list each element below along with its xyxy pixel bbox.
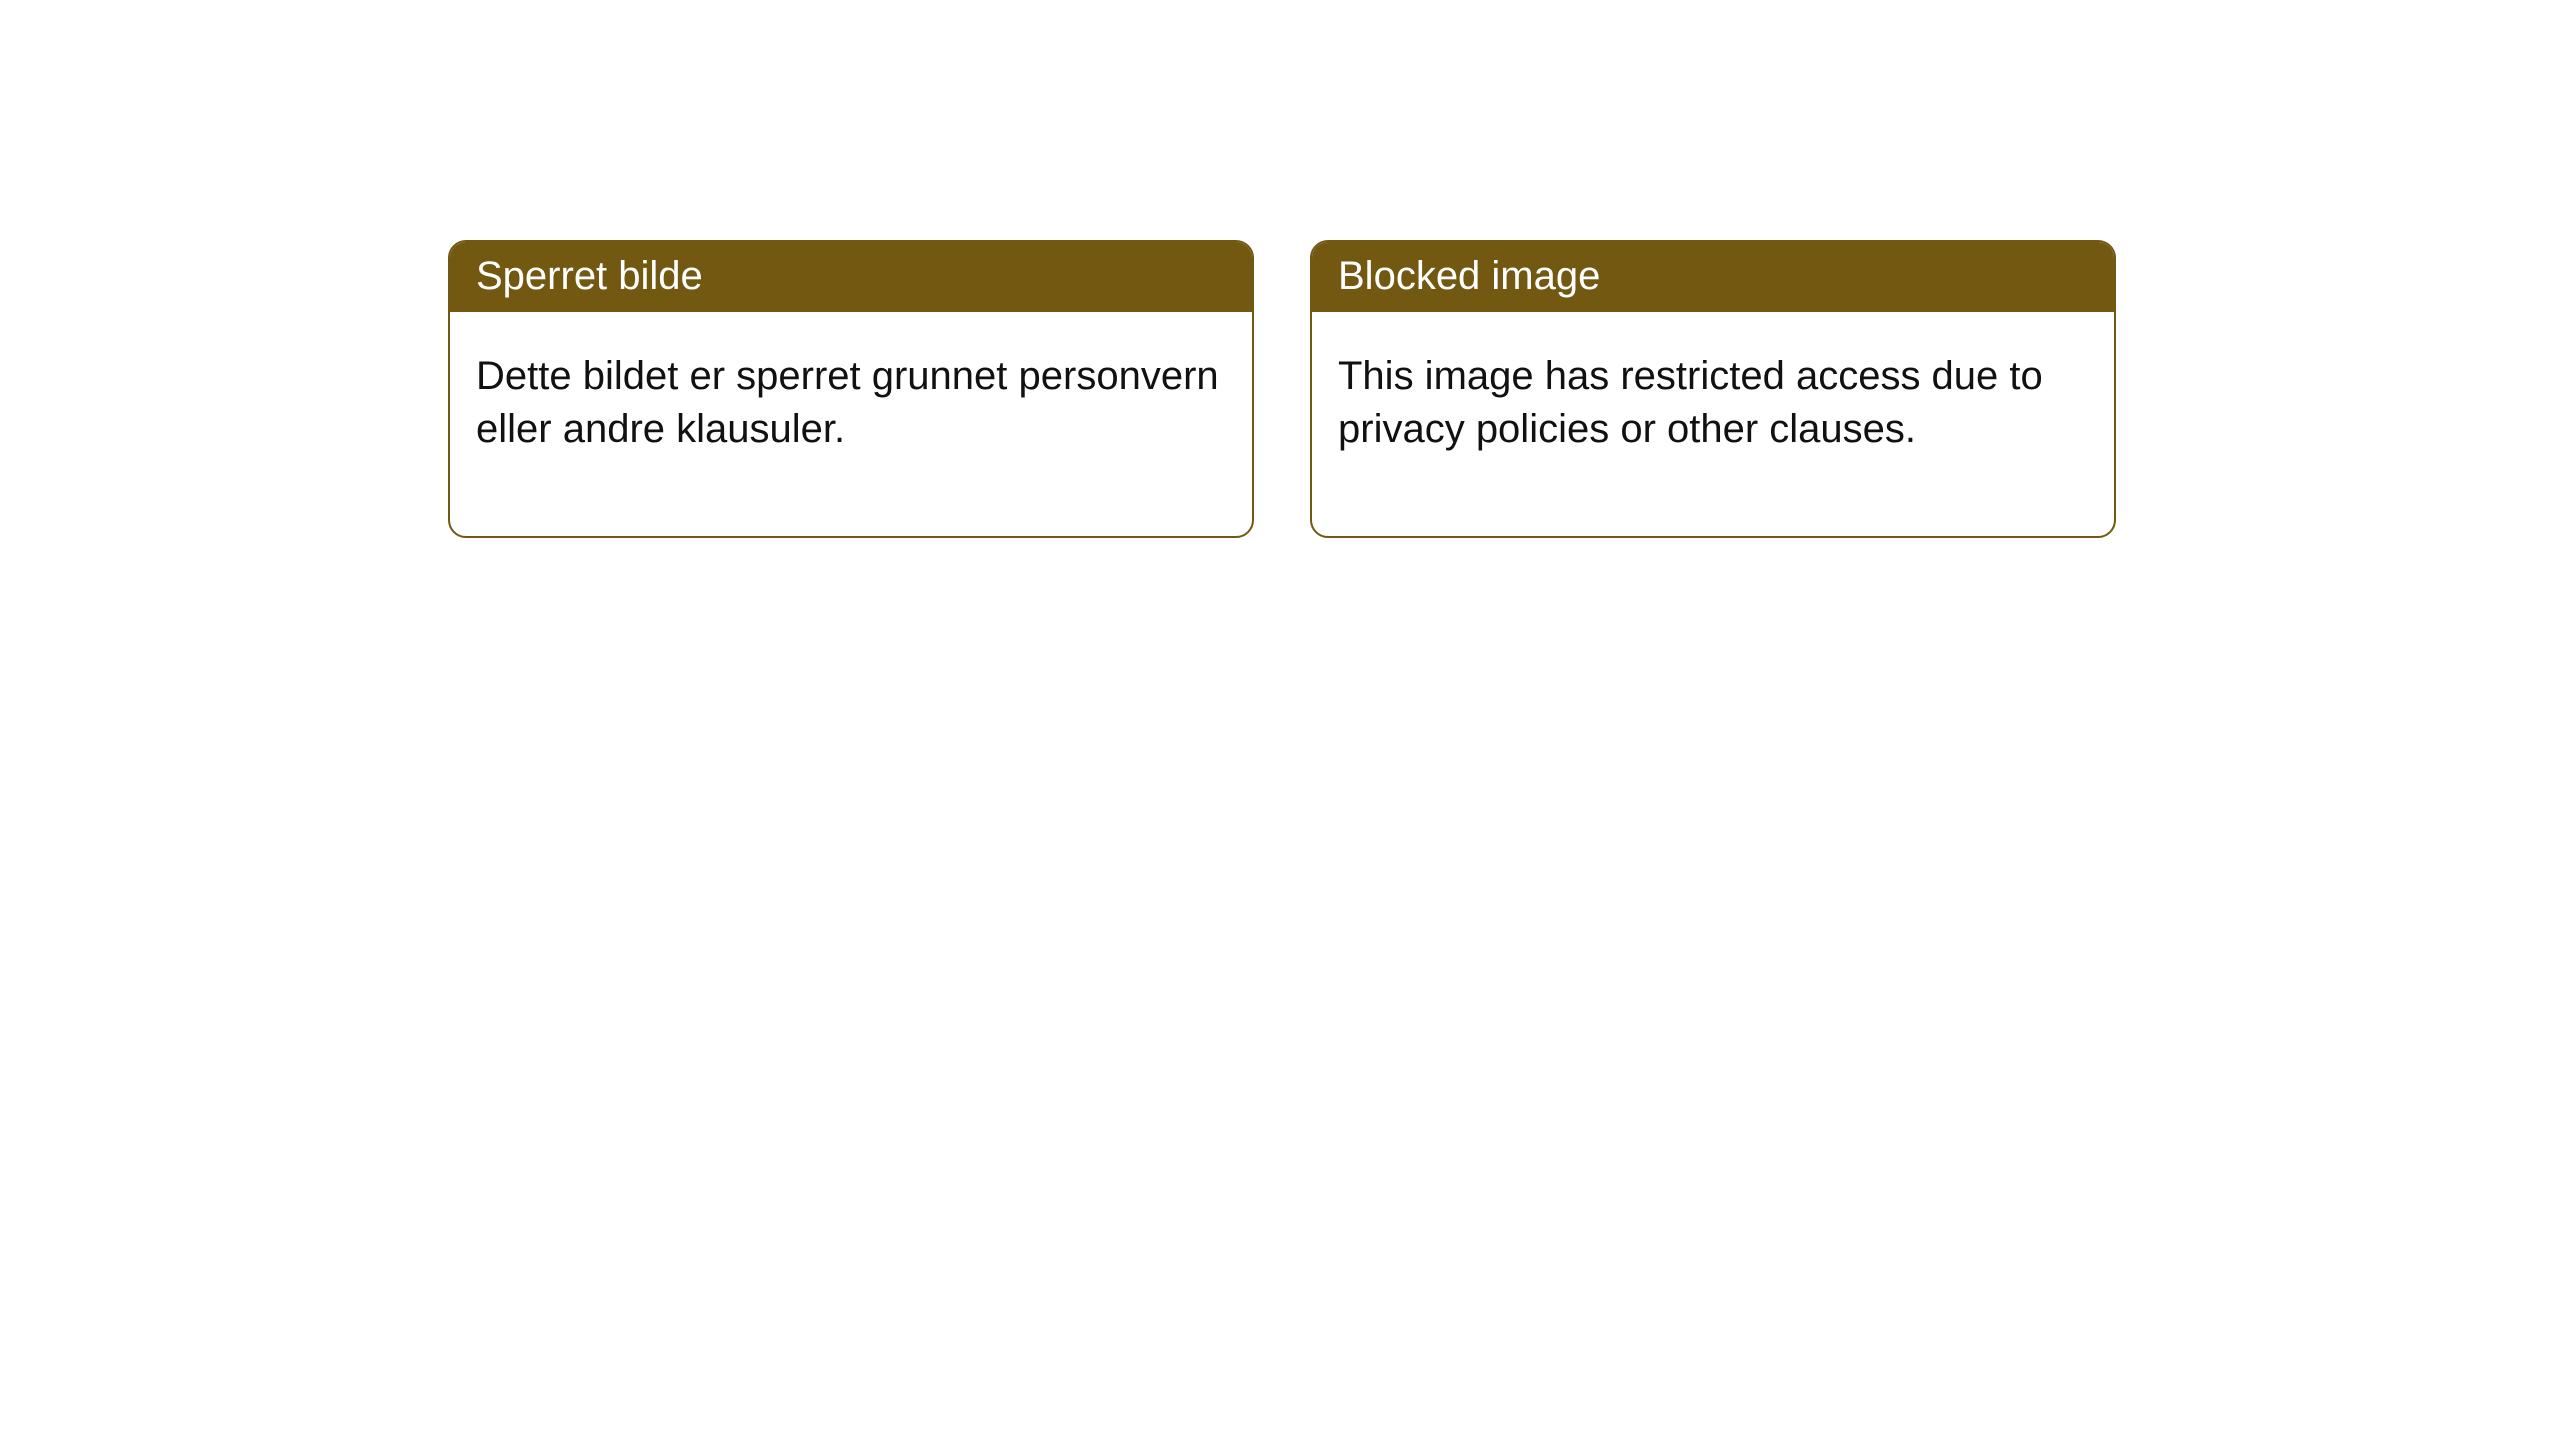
blocked-image-card-no: Sperret bilde Dette bildet er sperret gr…: [448, 240, 1254, 538]
card-title: Blocked image: [1338, 254, 1600, 298]
card-header: Blocked image: [1312, 242, 2114, 312]
card-header: Sperret bilde: [450, 242, 1252, 312]
notice-container: Sperret bilde Dette bildet er sperret gr…: [0, 0, 2560, 538]
card-title: Sperret bilde: [476, 254, 703, 298]
card-body: This image has restricted access due to …: [1312, 312, 2114, 536]
card-body-text: Dette bildet er sperret grunnet personve…: [476, 354, 1219, 451]
card-body: Dette bildet er sperret grunnet personve…: [450, 312, 1252, 536]
card-body-text: This image has restricted access due to …: [1338, 354, 2043, 451]
blocked-image-card-en: Blocked image This image has restricted …: [1310, 240, 2116, 538]
